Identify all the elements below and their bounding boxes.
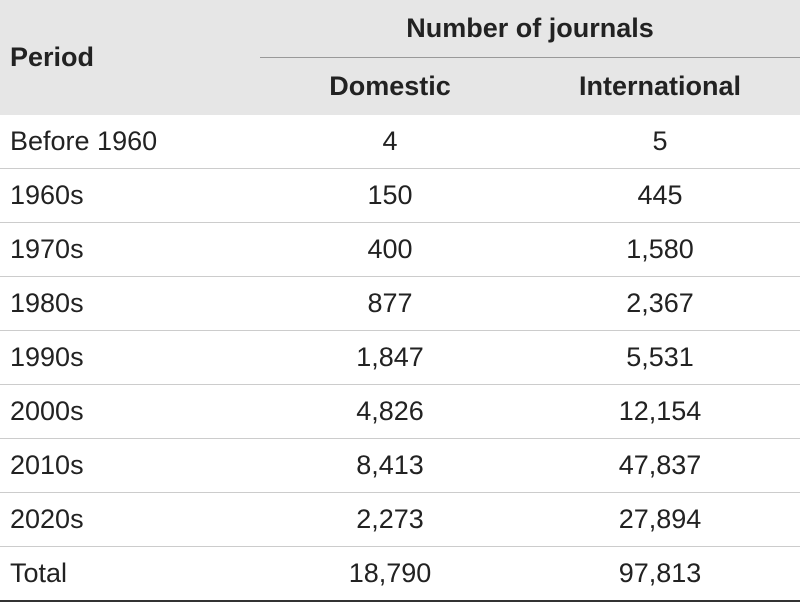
- table-row: 1980s 877 2,367: [0, 276, 800, 331]
- table-row: 2020s 2,273 27,894: [0, 492, 800, 547]
- table-row: 2010s 8,413 47,837: [0, 438, 800, 493]
- column-header: Domestic: [260, 57, 520, 115]
- cell-value: 4,826: [260, 384, 520, 439]
- table-row: 1990s 1,847 5,531: [0, 330, 800, 385]
- cell-value: 2,367: [520, 276, 800, 331]
- header-row: Domestic International: [0, 57, 800, 115]
- row-label: 2020s: [0, 492, 260, 547]
- table-body: Before 1960 4 5 1960s 150 445 1970s 400 1,580 198…: [0, 115, 800, 602]
- cell-value: 8,413: [260, 438, 520, 493]
- cell-value: 12,154: [520, 384, 800, 439]
- table-row: 1970s 400 1,580: [0, 222, 800, 277]
- cell-value: 1,580: [520, 222, 800, 277]
- cell-value: 18,790: [260, 546, 520, 602]
- column-header: International: [520, 57, 800, 115]
- row-label: 1960s: [0, 168, 260, 223]
- cell-value: 877: [260, 276, 520, 331]
- cell-value: 5: [520, 115, 800, 169]
- row-label: Before 1960: [0, 115, 260, 169]
- table-row: Total 18,790 97,813: [0, 546, 800, 602]
- cell-value: 2,273: [260, 492, 520, 547]
- cell-value: 400: [260, 222, 520, 277]
- cell-value: 4: [260, 115, 520, 169]
- row-label: 1990s: [0, 330, 260, 385]
- row-label: 1980s: [0, 276, 260, 331]
- table-header: Period Number of journals Domestic Inter…: [0, 0, 800, 115]
- cell-value: 150: [260, 168, 520, 223]
- cell-value: 5,531: [520, 330, 800, 385]
- table-row: 2000s 4,826 12,154: [0, 384, 800, 439]
- cell-value: 445: [520, 168, 800, 223]
- header-row: Period Number of journals: [0, 0, 800, 115]
- cell-value: 47,837: [520, 438, 800, 493]
- cell-value: 1,847: [260, 330, 520, 385]
- row-label: 1970s: [0, 222, 260, 277]
- period-header: Period: [0, 0, 260, 115]
- cell-value: 97,813: [520, 546, 800, 602]
- row-label: Total: [0, 546, 260, 602]
- row-label: 2000s: [0, 384, 260, 439]
- group-header: Number of journals: [260, 0, 800, 58]
- cell-value: 27,894: [520, 492, 800, 547]
- table-row: 1960s 150 445: [0, 168, 800, 223]
- table-row: Before 1960 4 5: [0, 115, 800, 169]
- row-label: 2010s: [0, 438, 260, 493]
